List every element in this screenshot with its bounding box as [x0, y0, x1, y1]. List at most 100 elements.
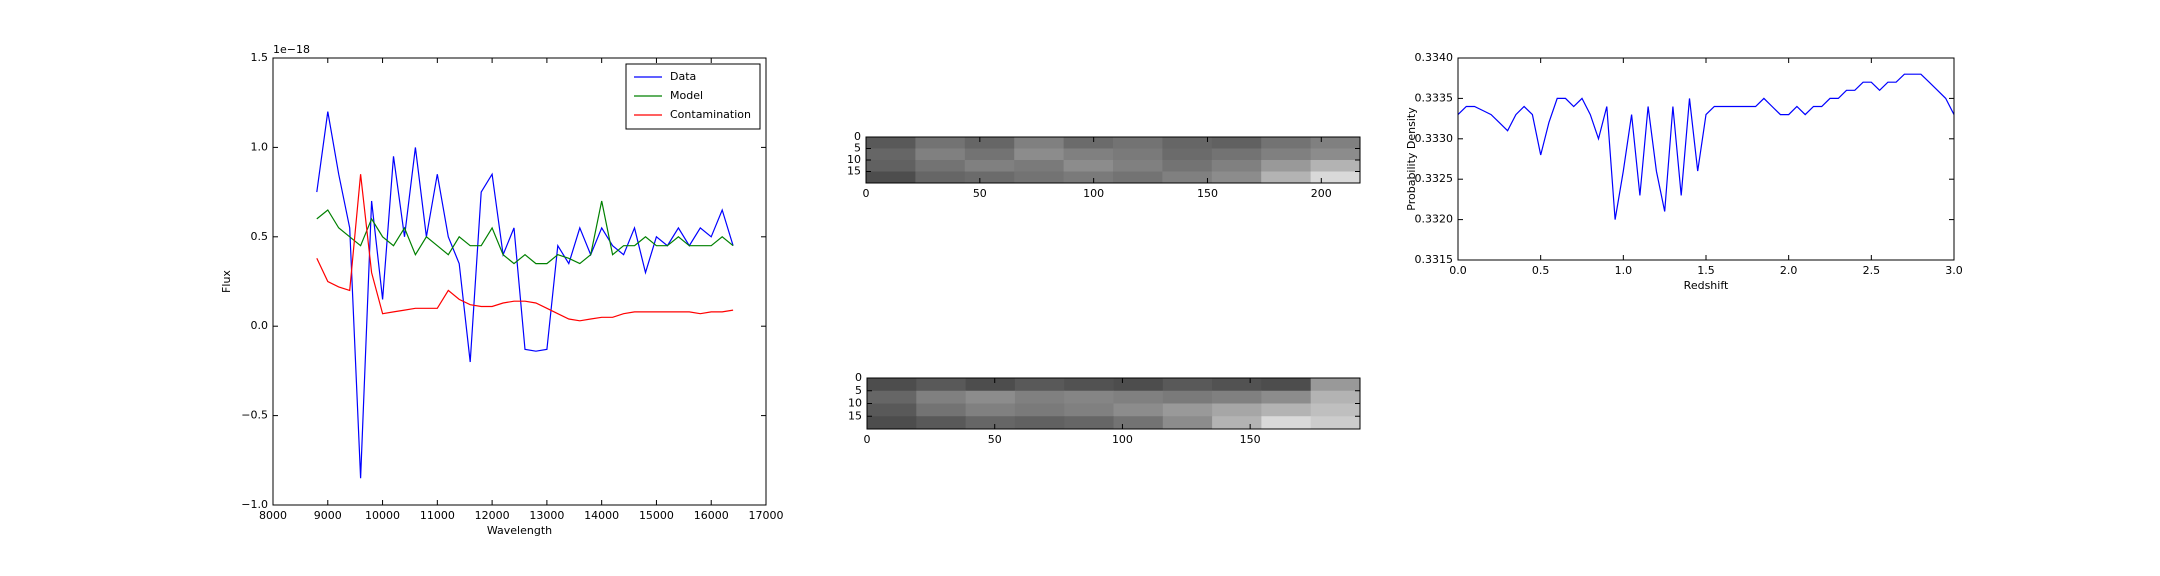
pixel: [1310, 148, 1361, 161]
pixel: [915, 148, 966, 161]
y-tick-label: 1.5: [251, 51, 269, 64]
x-tick-label: 0: [863, 187, 870, 200]
pixel: [1212, 416, 1262, 430]
x-tick-label: 1.5: [1697, 264, 1715, 277]
pixel: [1310, 137, 1361, 149]
pixel: [1162, 390, 1213, 404]
pixel: [1063, 137, 1114, 149]
pixel: [1310, 160, 1361, 172]
x-tick-label: 50: [988, 433, 1002, 446]
pixel: [1162, 171, 1213, 184]
pixel: [916, 403, 967, 417]
legend: Data Model Contamination: [625, 63, 761, 130]
x-axis-label: Redshift: [1684, 279, 1729, 292]
y-tick-label: 5: [854, 142, 861, 155]
y-axis-label: Flux: [220, 270, 233, 293]
panel: 0.0 0.5 1.0 1.5 2.0 2.5 3.0 0.3315 0.3320 0.3325 0…: [1405, 51, 1963, 292]
panel: 8000 9000 10000 11000 12000 13000 14000 15000 16…: [220, 43, 784, 537]
y-tick-label: 0.3340: [1415, 51, 1454, 64]
x-tick-label: 0.5: [1532, 264, 1550, 277]
pixel: [916, 416, 967, 430]
axes-frame: [1457, 57, 1955, 261]
pixel: [1113, 416, 1164, 430]
x-tick-label: 9000: [314, 509, 342, 522]
pixel: [1113, 148, 1163, 161]
y-offset-label: 1e−18: [273, 43, 310, 56]
pixel: [1162, 403, 1213, 417]
pixel: [965, 390, 1016, 404]
pixel: [1211, 137, 1262, 149]
pixel: [1113, 171, 1163, 184]
y-tick-label: 0.3335: [1415, 91, 1454, 104]
x-tick-label: 100: [1083, 187, 1104, 200]
x-tick-label: 8000: [259, 509, 287, 522]
y-tick-label: 0: [855, 371, 862, 384]
pixel: [1014, 171, 1065, 184]
y-tick-label: −1.0: [241, 498, 268, 511]
pixel: [1261, 403, 1312, 417]
y-tick-label: 10: [847, 153, 861, 166]
y-tick-label: 0: [854, 130, 861, 143]
pixel: [1310, 171, 1361, 184]
x-tick-label: 13000: [529, 509, 564, 522]
pixel: [964, 148, 1015, 161]
pixel: [1113, 403, 1164, 417]
pixel: [1014, 160, 1065, 172]
pixel: [1162, 148, 1213, 161]
pixel: [1162, 416, 1213, 430]
pixel: [916, 390, 967, 404]
x-tick-label: 1.0: [1615, 264, 1633, 277]
pixel: [1014, 390, 1065, 404]
x-tick-label: 2.0: [1780, 264, 1798, 277]
x-tick-label: 100: [1112, 433, 1133, 446]
legend-label: Contamination: [670, 108, 751, 121]
line: [316, 200, 734, 265]
pixel: [964, 171, 1015, 184]
pixel: [916, 378, 967, 392]
pixel: [965, 403, 1016, 417]
pixel: [1261, 160, 1312, 172]
pixel: [1310, 378, 1361, 392]
pixel: [1212, 403, 1262, 417]
pixel: [1261, 390, 1312, 404]
pixel: [866, 137, 916, 149]
y-tick-label: 0.3315: [1415, 253, 1454, 266]
pixel: [1064, 390, 1114, 404]
pixel: [965, 416, 1016, 430]
x-axis-label: Wavelength: [487, 524, 552, 537]
y-tick-label: 0.3330: [1415, 132, 1454, 145]
y-tick-label: 0.3320: [1415, 213, 1454, 226]
pixel: [1014, 416, 1065, 430]
line: [316, 174, 734, 322]
pixel: [1310, 390, 1361, 404]
pixel: [1211, 160, 1262, 172]
pixel: [1113, 137, 1163, 149]
pixel: [1162, 137, 1213, 149]
pixel: [866, 171, 916, 184]
x-tick-label: 150: [1240, 433, 1261, 446]
y-tick-label: 0.0: [251, 319, 269, 332]
pixel: [1063, 160, 1114, 172]
pixel: [1014, 378, 1065, 392]
pixel: [1261, 148, 1312, 161]
pixel: [1014, 137, 1065, 149]
pixel: [1211, 171, 1262, 184]
y-tick-label: 10: [848, 397, 862, 410]
x-tick-label: 3.0: [1945, 264, 1963, 277]
x-tick-label: 11000: [420, 509, 455, 522]
y-tick-label: 15: [848, 409, 862, 422]
pixel: [1162, 160, 1213, 172]
x-tick-label: 15000: [639, 509, 674, 522]
pixel: [1064, 378, 1114, 392]
pixel: [1261, 378, 1312, 392]
pixel: [1063, 148, 1114, 161]
x-tick-label: 200: [1311, 187, 1332, 200]
line: [316, 111, 734, 479]
x-tick-label: 17000: [749, 509, 784, 522]
y-tick-label: 15: [847, 165, 861, 178]
y-tick-label: 0.5: [251, 230, 269, 243]
pixel: [866, 160, 916, 172]
y-tick-label: 5: [855, 384, 862, 397]
